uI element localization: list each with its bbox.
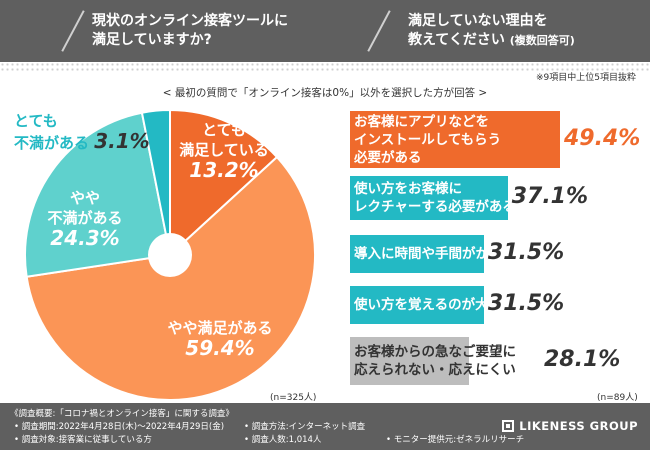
bar [350, 176, 508, 220]
pie-label-text: とても [14, 112, 58, 130]
bar-label: 使い方をお客様にレクチャーする必要がある [354, 180, 516, 216]
divider-slash [367, 10, 391, 52]
question-2-note: (複数回答可) [509, 34, 575, 47]
question-2-title: 満足していない理由を 教えてください (複数回答可) [408, 12, 575, 50]
header-banner: 現状のオンライン接客ツールに 満足していますか? 満足していない理由を 教えてく… [0, 0, 650, 62]
bar-label: 使い方を覚えるのが大変 [354, 296, 502, 314]
bar-label-line: 必要がある [354, 149, 422, 166]
question-1-line-2: 満足していますか? [92, 32, 212, 48]
divider-slash [61, 10, 85, 52]
pie-label-very-satisfied: とても 満足している 13.2% [174, 120, 274, 180]
bar-row: お客様にアプリなどを インストールしてもらう 必要がある 49.4% [350, 111, 640, 168]
pie-slice-very-satisfied [169, 110, 279, 258]
bar [350, 111, 560, 168]
pie-label-somewhat-unsatisfied: やや 不満がある 24.3% [30, 188, 140, 248]
bar-label: お客様からの急なご要望に 応えられない・応えにくい [354, 343, 516, 379]
survey-title: 《調査概要:「コロナ禍とオンライン接客」に関する調査》 [10, 409, 234, 419]
pie-label-text: やや [69, 189, 100, 207]
extract-note: ※9項目中上位5項目抜粋 [536, 73, 636, 83]
bar-label-line: レクチャーする必要がある [354, 199, 516, 215]
bar-label-line: お客様からの急なご要望に [354, 344, 516, 360]
bar-label: お客様にアプリなどを インストールしてもらう 必要がある [354, 113, 501, 167]
bar-row: 使い方を覚えるのが大変 31.5% [350, 286, 640, 324]
bar [350, 235, 484, 273]
pie-chart [24, 110, 316, 400]
survey-target: • 調査対象:接客業に従事している方 [14, 435, 152, 445]
pie-label-text: 不満がある [47, 209, 123, 227]
pie-slice-very-unsatisfied [140, 110, 171, 256]
bar-row: お客様からの急なご要望に 応えられない・応えにくい 28.1% [350, 337, 640, 385]
bar-value: 49.4% [564, 125, 641, 151]
bar-value: 28.1% [544, 347, 621, 372]
question-1-line-1: 現状のオンライン接客ツールに [92, 13, 288, 29]
bar [350, 337, 470, 385]
question-1-title: 現状のオンライン接客ツールに 満足していますか? [92, 12, 288, 50]
pie-label-value: 24.3% [50, 226, 120, 250]
pie-sample-size: (n=325人) [270, 393, 317, 403]
question-2-line-2-text: 教えてください [408, 32, 505, 48]
bar-value: 31.5% [487, 240, 565, 265]
logo-mark-icon [502, 420, 515, 432]
pie-label-text: 不満がある [14, 134, 90, 152]
bar-value: 37.1% [511, 184, 589, 209]
pie-label-text: やや満足がある [167, 319, 273, 337]
bar-value: 31.5% [487, 291, 565, 316]
pie-label-value: 3.1% [94, 129, 150, 153]
survey-method: • 調査方法:インターネット調査 [244, 422, 366, 432]
logo-text: LIKENESS GROUP [519, 419, 638, 433]
survey-period: • 調査期間:2022年4月28日(木)〜2022年4月29日(金) [14, 422, 225, 432]
pie-slice-somewhat-unsatisfied [24, 111, 172, 278]
respondent-subtitle: < 最初の質問で「オンライン接客は0%」以外を選択した方が回答 > [162, 87, 488, 99]
survey-provider: • モニター提供元:ゼネラルリサーチ [386, 435, 525, 445]
pie-label-text-row: 不満がある 3.1% [14, 131, 150, 153]
bar-label: 導入に時間や手間がかかる [354, 245, 516, 263]
likeness-group-logo: LIKENESS GROUP [502, 419, 638, 433]
pie-slice-somewhat-satisfied [25, 155, 316, 400]
pie-center-hole [148, 233, 192, 277]
bar-label-line: インストールしてもらう [354, 131, 502, 148]
bar-row: 使い方をお客様にレクチャーする必要がある 37.1% [350, 176, 640, 220]
bar [350, 286, 484, 324]
survey-count: • 調査人数:1,014人 [244, 435, 322, 445]
bar-label-line: 使い方を覚えるのが大変 [354, 297, 503, 313]
pie-label-somewhat-satisfied: やや満足がある 59.4% [150, 318, 290, 358]
dotted-band [0, 62, 650, 72]
bar-label-line: 使い方をお客様に [354, 181, 462, 197]
bar-sample-size: (n=89人) [597, 393, 638, 403]
survey-footer: 《調査概要:「コロナ禍とオンライン接客」に関する調査》 • 調査期間:2022年… [0, 403, 650, 450]
pie-label-very-unsatisfied: とても 不満がある 3.1% [14, 111, 150, 153]
bar-row: 導入に時間や手間がかかる 31.5% [350, 235, 640, 273]
pie-label-text: 満足している [179, 141, 269, 159]
bar-label-line: お客様にアプリなどを [354, 113, 489, 130]
pie-label-value: 13.2% [189, 158, 259, 182]
question-2-line-1: 満足していない理由を [408, 13, 548, 29]
bar-label-line: 導入に時間や手間がかかる [354, 246, 516, 262]
pie-label-text: とても [202, 121, 246, 139]
bar-label-line: 応えられない・応えにくい [354, 362, 516, 378]
pie-label-value: 59.4% [185, 336, 255, 360]
question-2-line-2: 教えてください (複数回答可) [408, 31, 575, 50]
